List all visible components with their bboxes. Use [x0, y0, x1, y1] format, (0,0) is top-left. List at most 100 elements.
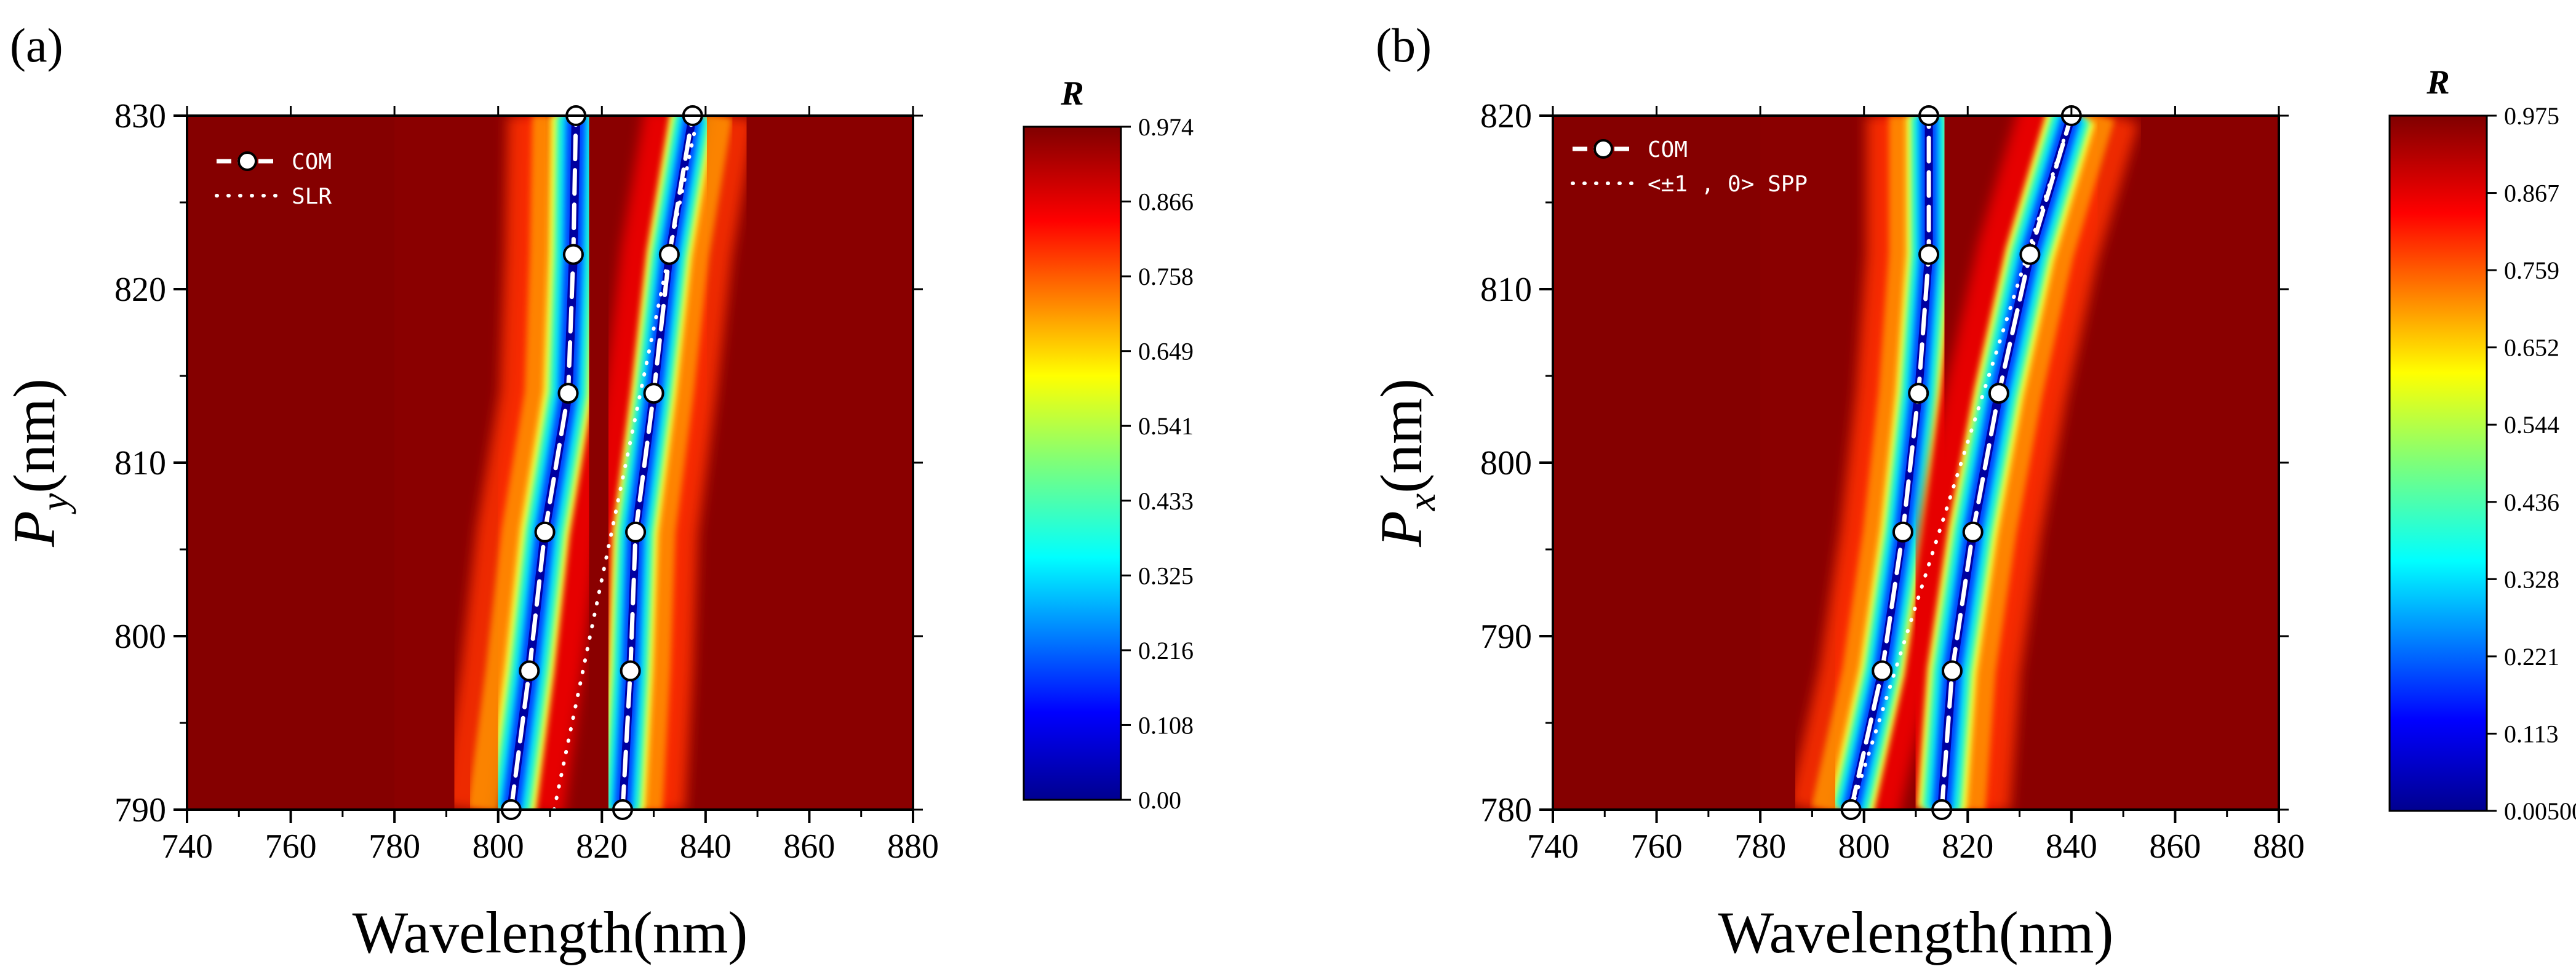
y-label-subscript: x [1400, 493, 1443, 511]
dip-tail-orange [1811, 116, 1918, 810]
colorbar-tick-label: 0.328 [2504, 565, 2559, 593]
x-tick-label: 860 [783, 827, 835, 866]
colorbar-tick-label: 0.866 [1138, 188, 1194, 216]
colorbar-tick-label: 0.221 [2504, 643, 2559, 671]
colorbar-tick-label: 0.433 [1138, 487, 1194, 515]
com-marker [1908, 383, 1929, 404]
x-axis-label: Wavelength(nm) [1718, 899, 2114, 965]
x-tick-label: 760 [265, 827, 317, 866]
mode-line-dotted [552, 116, 700, 810]
legend-label: <±1 , 0> SPP [1648, 172, 1808, 197]
y-axis-label: Py(nm) [1, 378, 76, 548]
y-label-symbol: P [1368, 511, 1434, 548]
com-marker [620, 660, 641, 682]
colorbar-gradient [2388, 114, 2488, 812]
heatmap [1553, 116, 2279, 810]
com-marker [562, 244, 584, 265]
legend-label: COM [1648, 137, 1688, 162]
com-marker [625, 521, 647, 543]
y-tick-label: 820 [114, 271, 166, 309]
colorbar-tick-label: 0.759 [2504, 257, 2559, 284]
colorbar-tick-label: 0.758 [1138, 263, 1194, 290]
legend-entry: COM [217, 150, 332, 175]
heatmap-shade [187, 116, 395, 810]
com-marker [557, 383, 579, 404]
y-tick-label: 810 [114, 444, 166, 482]
x-tick-label: 740 [161, 827, 213, 866]
x-tick-label: 820 [1942, 827, 1993, 866]
x-axis-label: Wavelength(nm) [353, 899, 748, 965]
y-label-unit: (nm) [1368, 378, 1434, 493]
com-line [1939, 116, 2074, 810]
colorbar-tick-label: 0.975 [2504, 102, 2559, 130]
x-tick-label: 880 [887, 827, 939, 866]
colorbar: 0.00 0.108 0.216 0.325 0.433 0.541 0.649 0.758 0… [1023, 74, 1194, 814]
y-tick-label: 830 [114, 97, 166, 135]
com-marker [519, 660, 540, 682]
com-marker [1892, 521, 1913, 543]
colorbar-tick-label: 0.00 [1138, 786, 1181, 814]
y-tick-label: 820 [1480, 97, 1532, 135]
y-label-unit: (nm) [1, 378, 67, 493]
legend-label: COM [292, 150, 332, 175]
colorbar-tick-label: 0.216 [1138, 637, 1194, 664]
y-tick-label: 800 [114, 618, 166, 656]
heatmap [187, 116, 913, 810]
y-tick-label: 790 [1480, 618, 1532, 656]
com-line [509, 116, 578, 810]
dip-tail-orange [468, 116, 564, 810]
legend-entry: <±1 , 0> SPP [1571, 172, 1808, 197]
x-tick-label: 780 [369, 827, 420, 866]
legend-swatch-marker [237, 151, 257, 171]
com-marker [1962, 521, 1984, 543]
x-tick-label: 760 [1631, 827, 1683, 866]
com-marker [658, 244, 680, 265]
dip-tail-orange [1954, 116, 2115, 810]
colorbar-tick-label: 0.867 [2504, 180, 2559, 207]
colorbar-tick-label: 0.649 [1138, 338, 1194, 365]
panel-label: (a) [10, 18, 63, 72]
colorbar-tick-label: 0.00500 [2504, 797, 2576, 825]
colorbar-gradient [1023, 126, 1122, 801]
colorbar-tick-label: 0.652 [2504, 334, 2559, 362]
colorbar-tick-label: 0.108 [1138, 711, 1194, 739]
colorbar: 0.00500 0.113 0.221 0.328 0.436 0.544 0.652 0.7… [2388, 63, 2576, 825]
dip-tail-orange [634, 116, 733, 810]
x-tick-label: 780 [1734, 827, 1786, 866]
panel-a: 740 760 780 800 820 840 860 880 790 800 810 820 830 W… [1, 18, 1194, 965]
x-tick-label: 860 [2149, 827, 2201, 866]
colorbar-tick-label: 0.436 [2504, 488, 2559, 516]
colorbar-tick-label: 0.974 [1138, 113, 1194, 141]
com-marker [534, 521, 556, 543]
com-marker [1988, 383, 2009, 404]
y-tick-label: 810 [1480, 271, 1532, 309]
colorbar-tick-label: 0.325 [1138, 562, 1194, 589]
x-tick-label: 880 [2253, 827, 2305, 866]
x-tick-label: 840 [680, 827, 732, 866]
colorbar-tick-label: 0.544 [2504, 411, 2559, 439]
legend-swatch-marker [1593, 139, 1613, 159]
legend-entry: SLR [215, 184, 332, 209]
colorbar-tick-label: 0.113 [2504, 720, 2559, 748]
colorbar-title: R [2426, 63, 2449, 102]
com-marker [643, 383, 664, 404]
x-tick-label: 800 [473, 827, 524, 866]
panel-label: (b) [1376, 18, 1432, 72]
legend-label: SLR [292, 184, 332, 209]
y-axis-label: Px(nm) [1368, 378, 1443, 548]
x-tick-label: 820 [576, 827, 628, 866]
com-marker [1872, 660, 1893, 682]
y-tick-label: 790 [114, 791, 166, 829]
panel-b: 740 760 780 800 820 840 860 880 780 790 800 810 820 W… [1368, 18, 2576, 965]
mode-line-dotted [1849, 116, 2073, 810]
y-tick-label: 800 [1480, 444, 1532, 482]
x-tick-label: 840 [2046, 827, 2097, 866]
legend-entry: COM [1573, 137, 1688, 162]
heatmap-shade [1553, 116, 1761, 810]
series-lines [509, 116, 700, 810]
y-tick-label: 780 [1480, 791, 1532, 829]
com-marker [1942, 660, 1963, 682]
com-marker [1918, 244, 1940, 265]
x-tick-label: 800 [1838, 827, 1890, 866]
